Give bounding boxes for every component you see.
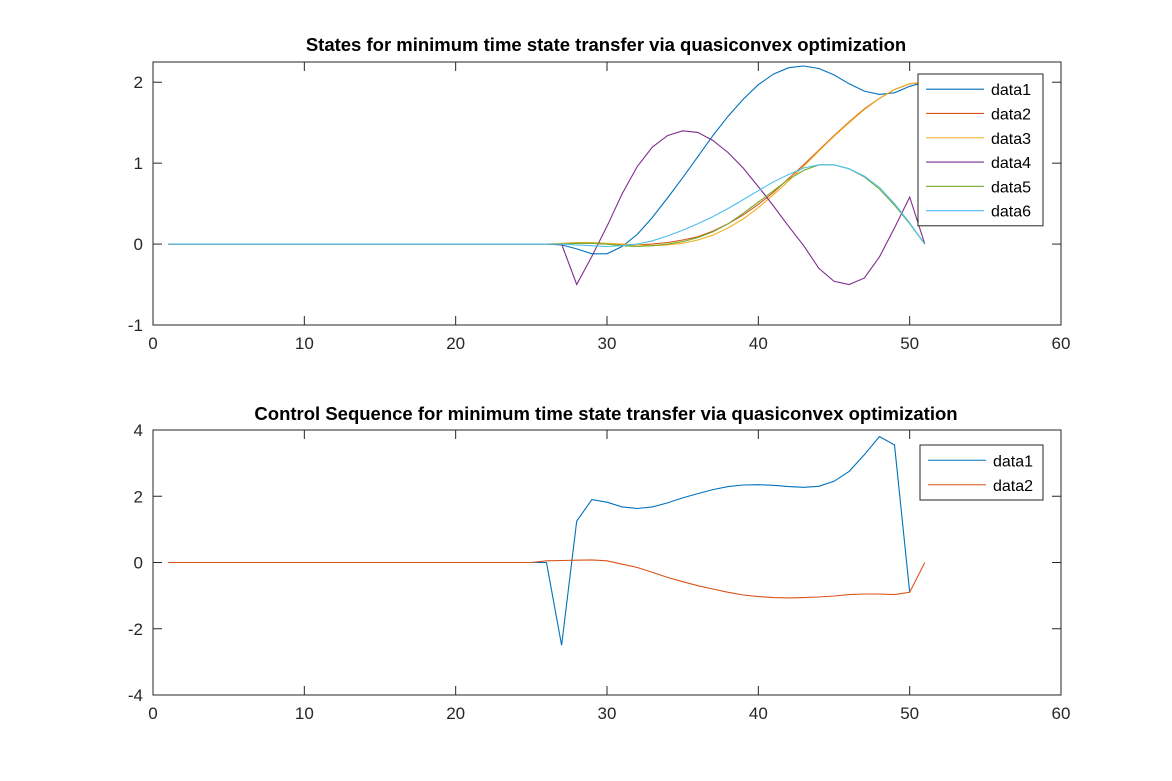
states-legend-label: data6: [991, 204, 1031, 221]
states-legend-label: data2: [991, 106, 1031, 123]
states-xtick-label: 10: [295, 334, 314, 353]
states-ytick-label: 2: [134, 73, 143, 92]
states-xtick-label: 50: [900, 334, 919, 353]
states-legend-label: data3: [991, 131, 1031, 148]
states-series-data1: [168, 65, 925, 255]
control-ticks: 0 10 20 30 40 50 60 -4 -2 0 2 4: [128, 421, 1071, 723]
control-xtick-label: 60: [1052, 704, 1071, 723]
control-legend: data1 data2: [919, 444, 1044, 501]
control-legend-box: [919, 444, 1044, 501]
states-xtick-label: 0: [148, 334, 157, 353]
control-xtick-label: 10: [295, 704, 314, 723]
control-title: Control Sequence for minimum time state …: [254, 403, 957, 424]
states-series-data3: [168, 81, 925, 247]
control-series-data1: [168, 435, 911, 646]
control-lines: [168, 435, 926, 646]
states-plot-box: [152, 61, 1062, 326]
control-xtick-label: 50: [900, 704, 919, 723]
control-xtick-label: 20: [446, 704, 465, 723]
control-series-data2: [168, 559, 926, 599]
states-xtick-label: 20: [446, 334, 465, 353]
states-legend-label: data4: [991, 155, 1031, 172]
states-legend: data1 data2 data3 data4 data5 data6: [917, 73, 1044, 227]
control-xtick-label: 30: [598, 704, 617, 723]
states-ytick-label: 1: [134, 154, 143, 173]
control-axes: Control Sequence for minimum time state …: [128, 403, 1071, 723]
states-title: States for minimum time state transfer v…: [306, 34, 906, 55]
states-lines: [168, 65, 926, 286]
control-ytick-label: 0: [134, 554, 143, 573]
states-xtick-label: 60: [1052, 334, 1071, 353]
control-xtick-label: 0: [148, 704, 157, 723]
states-axes: States for minimum time state transfer v…: [128, 34, 1071, 353]
states-legend-box: [917, 73, 1044, 227]
control-ytick-label: -4: [128, 686, 143, 705]
states-ytick-label: -1: [128, 316, 143, 335]
control-ytick-label: -2: [128, 620, 143, 639]
control-ytick-label: 4: [134, 421, 143, 440]
states-ytick-label: 0: [134, 235, 143, 254]
states-xtick-label: 30: [598, 334, 617, 353]
states-legend-label: data1: [991, 82, 1031, 99]
control-xtick-label: 40: [749, 704, 768, 723]
control-legend-label: data2: [993, 478, 1033, 495]
states-ticks: 0 10 20 30 40 50 60 -1 0 1 2: [128, 62, 1071, 353]
states-series-data6: [168, 164, 926, 248]
control-ytick-label: 2: [134, 487, 143, 506]
states-xtick-label: 40: [749, 334, 768, 353]
states-legend-label: data5: [991, 179, 1031, 196]
control-legend-label: data1: [993, 453, 1033, 470]
